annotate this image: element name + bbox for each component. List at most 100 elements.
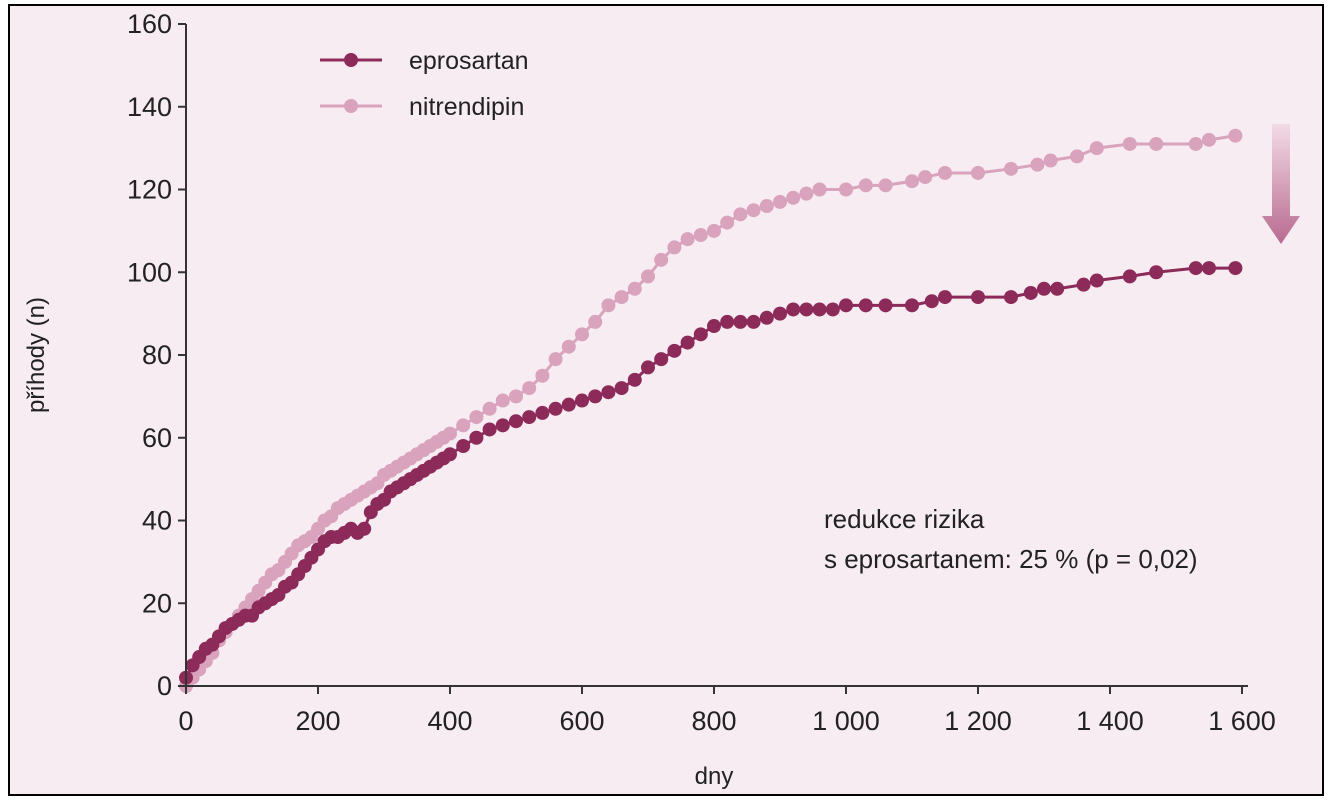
data-point-eprosartan [575, 393, 589, 408]
data-point-eprosartan [601, 385, 616, 400]
data-point-eprosartan [1228, 261, 1243, 276]
y-tick-label: 160 [127, 9, 172, 39]
data-point-eprosartan [1050, 281, 1065, 296]
x-tick-label: 0 [178, 706, 193, 736]
chart-container: 0 200 400 600 800 1 000 1 200 1 400 1 600 0 20 40 60… [8, 4, 1324, 796]
data-point-eprosartan [1149, 265, 1164, 280]
data-point-nitrendipin [1070, 149, 1084, 164]
data-point-eprosartan [799, 302, 814, 317]
x-tick-label: 1 000 [812, 706, 880, 736]
data-point-eprosartan [654, 352, 669, 367]
data-point-eprosartan [548, 401, 563, 416]
data-point-eprosartan [720, 314, 735, 329]
line-chart: 0 200 400 600 800 1 000 1 200 1 400 1 600 0 20 40 60… [23, 9, 1300, 790]
data-point-nitrendipin [495, 393, 510, 408]
data-point-nitrendipin [918, 170, 933, 185]
data-point-eprosartan [509, 414, 523, 429]
data-point-nitrendipin [905, 174, 919, 189]
series-nitrendipin [179, 128, 1243, 693]
data-point-eprosartan [773, 306, 787, 321]
data-point-nitrendipin [1004, 161, 1018, 176]
data-point-nitrendipin [575, 327, 589, 342]
data-point-eprosartan [971, 290, 985, 305]
x-tick-label: 600 [559, 706, 604, 736]
y-tick-label: 120 [127, 175, 172, 205]
y-tick-label: 80 [142, 340, 172, 370]
data-point-nitrendipin [746, 203, 761, 218]
ticks-layer: 0 200 400 600 800 1 000 1 200 1 400 1 600 0 20 40 60… [127, 9, 1276, 736]
data-point-nitrendipin [680, 232, 695, 247]
data-point-nitrendipin [469, 410, 484, 425]
data-point-eprosartan [1202, 261, 1216, 276]
data-point-nitrendipin [1122, 136, 1137, 151]
data-point-eprosartan [825, 302, 840, 317]
data-point-eprosartan [707, 319, 721, 334]
data-point-nitrendipin [548, 352, 563, 367]
data-point-nitrendipin [456, 418, 471, 433]
annotation-line-1: redukce rizika [824, 504, 985, 534]
data-point-eprosartan [614, 381, 629, 396]
annotation-line-2: s eprosartanem: 25 % (p = 0,02) [824, 544, 1198, 574]
data-point-nitrendipin [812, 182, 827, 197]
series-eprosartan [179, 261, 1243, 685]
data-point-nitrendipin [641, 269, 655, 284]
data-point-nitrendipin [1043, 153, 1058, 168]
legend-label-nitrendipin: nitrendipin [409, 93, 524, 121]
data-point-nitrendipin [786, 190, 801, 205]
y-tick-label: 140 [127, 92, 172, 122]
data-point-eprosartan [905, 298, 919, 313]
data-point-eprosartan [561, 397, 576, 412]
legend-label-eprosartan: eprosartan [409, 47, 529, 75]
data-point-eprosartan [456, 439, 471, 454]
data-point-nitrendipin [667, 240, 682, 255]
data-point-eprosartan [357, 521, 372, 536]
data-point-nitrendipin [1089, 141, 1104, 156]
data-point-nitrendipin [938, 165, 952, 180]
data-point-nitrendipin [1149, 136, 1164, 151]
data-point-nitrendipin [1202, 132, 1216, 147]
data-point-nitrendipin [482, 401, 497, 416]
data-point-nitrendipin [971, 165, 985, 180]
x-tick-label: 1 400 [1076, 706, 1144, 736]
data-point-nitrendipin [773, 194, 787, 209]
data-point-nitrendipin [1228, 128, 1243, 143]
risk-reduction-annotation: redukce rizika s eprosartanem: 25 % (p =… [824, 504, 1198, 574]
x-tick-label: 400 [427, 706, 472, 736]
data-point-nitrendipin [693, 228, 708, 243]
data-point-nitrendipin [535, 368, 550, 383]
data-point-eprosartan [1076, 277, 1091, 292]
data-point-eprosartan [588, 389, 603, 404]
data-point-eprosartan [786, 302, 801, 317]
x-tick-label: 800 [691, 706, 736, 736]
data-point-eprosartan [924, 294, 939, 309]
data-point-nitrendipin [1188, 136, 1203, 151]
data-point-nitrendipin [627, 281, 642, 296]
data-point-eprosartan [733, 314, 748, 329]
y-tick-label: 40 [142, 506, 172, 536]
series-line-nitrendipin [184, 134, 1236, 687]
data-point-eprosartan [1089, 273, 1104, 288]
legend-marker-nitrendipin [344, 99, 358, 113]
data-point-eprosartan [812, 302, 827, 317]
data-point-nitrendipin [733, 207, 748, 222]
y-tick-label: 100 [127, 257, 172, 287]
series-layer [179, 128, 1243, 693]
data-point-eprosartan [858, 298, 873, 313]
legend-item-eprosartan: eprosartan [320, 47, 529, 75]
data-point-nitrendipin [1030, 157, 1045, 172]
data-point-eprosartan [878, 298, 893, 313]
legend: eprosartan nitrendipin [320, 47, 529, 121]
data-point-eprosartan [1037, 281, 1051, 296]
data-point-nitrendipin [839, 182, 853, 197]
legend-marker-eprosartan [344, 53, 358, 67]
data-point-eprosartan [759, 310, 774, 325]
data-point-eprosartan [839, 298, 853, 313]
data-point-nitrendipin [858, 178, 873, 193]
x-tick-label: 1 600 [1208, 706, 1276, 736]
data-point-eprosartan [522, 410, 537, 425]
data-point-eprosartan [938, 290, 952, 305]
data-point-nitrendipin [614, 290, 629, 305]
data-point-nitrendipin [720, 215, 735, 230]
data-point-eprosartan [1122, 269, 1137, 284]
y-axis-label: příhody (n) [23, 297, 50, 413]
